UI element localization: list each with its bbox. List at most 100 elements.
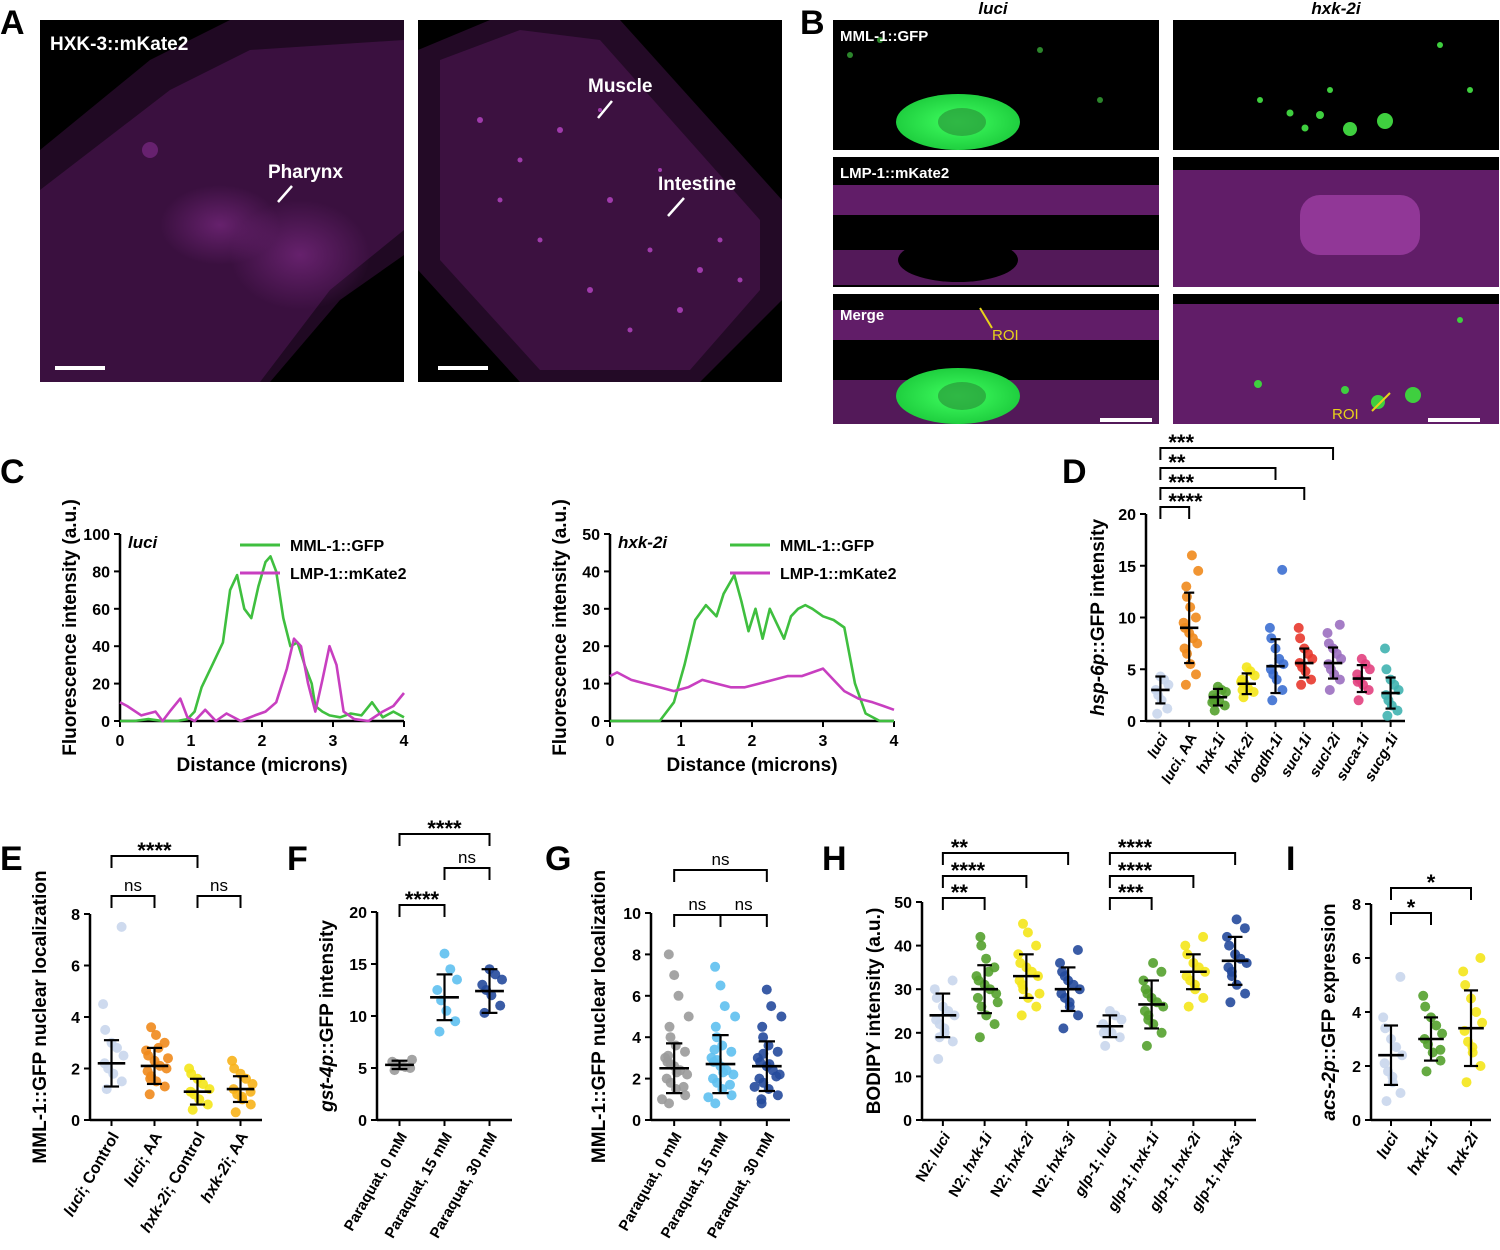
- category-label-rnai: hxk-3i: [1210, 1129, 1247, 1176]
- data-point: [202, 1099, 213, 1110]
- category-label-italic: luci: [1374, 1129, 1403, 1162]
- data-point: [1395, 1088, 1406, 1098]
- significance-label: ns: [688, 895, 706, 914]
- x-tick-label: 4: [400, 733, 409, 750]
- roi-label-hxk2i: ROI: [1332, 406, 1359, 423]
- data-point: [710, 961, 721, 972]
- data-point: [992, 997, 1003, 1008]
- data-point: [445, 964, 456, 975]
- y-axis-label-rest: ::GFP intensity: [1088, 519, 1109, 654]
- data-point: [669, 970, 680, 981]
- data-point: [983, 966, 994, 977]
- panel-b-lmp-hxk2i: [1173, 157, 1499, 287]
- intestine-annotation: Intestine: [658, 174, 736, 195]
- data-point: [1418, 990, 1429, 1001]
- legend-label: LMP-1::mKate2: [290, 566, 407, 583]
- data-point: [450, 1016, 461, 1027]
- y-tick-label: 0: [591, 714, 600, 731]
- y-tick-label: 10: [582, 677, 600, 694]
- y-axis-label: BODIPY intensity (a.u.): [864, 908, 885, 1115]
- pharynx-annotation: Pharynx: [268, 162, 343, 183]
- x-tick-label: 3: [819, 733, 828, 750]
- y-tick-label: 10: [894, 1069, 912, 1086]
- data-point: [1467, 1042, 1478, 1053]
- significance-bracket: [398, 833, 491, 846]
- muscle-arrow: [597, 100, 613, 119]
- data-point: [1152, 708, 1163, 719]
- y-tick-label: 15: [1118, 559, 1136, 576]
- category-label-rnai: hxk-1i: [1127, 1129, 1164, 1176]
- data-point: [1193, 565, 1204, 576]
- significance-label: ****: [1168, 489, 1203, 514]
- y-tick-label: 50: [894, 895, 912, 912]
- data-point: [1322, 628, 1333, 638]
- y-tick-label: 20: [582, 639, 600, 656]
- data-point: [1017, 979, 1028, 990]
- panel-letter-c: C: [0, 453, 25, 491]
- significance-bracket: [1390, 912, 1432, 925]
- significance-label: **: [1168, 450, 1186, 475]
- data-point: [730, 1011, 741, 1022]
- significance-label: ****: [1118, 858, 1153, 883]
- category-label-italic: hxk-1i: [1405, 1129, 1443, 1178]
- data-point: [1239, 923, 1250, 934]
- data-point: [237, 1091, 247, 1102]
- y-tick-label: 6: [71, 959, 80, 976]
- data-point: [673, 990, 684, 1001]
- data-point: [1274, 653, 1285, 664]
- panel-b-row-label-merge: Merge: [840, 307, 884, 324]
- y-axis-label-rest: ::GFP intensity: [317, 920, 338, 1055]
- data-point: [100, 1024, 111, 1035]
- y-tick-label: 0: [1352, 1113, 1361, 1130]
- data-point: [1186, 550, 1197, 561]
- significance-bracket: [1159, 447, 1335, 460]
- data-point: [975, 931, 986, 942]
- significance-bracket: [941, 852, 1070, 865]
- data-point: [754, 1073, 765, 1084]
- data-point: [680, 1046, 690, 1057]
- y-axis-label: Fluorescence intensity (a.u.): [60, 499, 81, 756]
- x-tick-label: 2: [748, 733, 757, 750]
- data-point: [1225, 997, 1236, 1008]
- category-label-italic: luci: [1144, 730, 1172, 762]
- y-tick-label: 20: [92, 677, 110, 694]
- data-point: [1181, 971, 1192, 982]
- y-tick-label: 0: [71, 1113, 80, 1130]
- data-point: [1240, 988, 1251, 999]
- y-tick-label: 10: [349, 1009, 367, 1026]
- data-point: [1352, 669, 1363, 680]
- y-tick-label: 15: [349, 957, 367, 974]
- data-point: [758, 1032, 769, 1043]
- y-tick-label: 8: [1352, 897, 1361, 914]
- panel-letter-f: F: [287, 840, 308, 878]
- data-point: [452, 974, 462, 985]
- data-point: [1098, 1027, 1109, 1038]
- data-point: [116, 1076, 127, 1087]
- data-point: [1236, 676, 1247, 687]
- data-point: [1015, 958, 1026, 968]
- data-point: [771, 1071, 782, 1082]
- data-point: [772, 1046, 783, 1057]
- significance-label: ns: [124, 876, 142, 895]
- intestine-arrow: [667, 197, 685, 217]
- y-tick-label: 20: [349, 905, 367, 922]
- condition-label: luci: [128, 533, 159, 552]
- data-point: [761, 984, 772, 995]
- data-point: [1277, 564, 1288, 575]
- data-point: [1018, 918, 1028, 929]
- y-axis-label: MML-1::GFP nuclear localization: [30, 870, 51, 1163]
- data-point: [1231, 914, 1242, 925]
- data-point: [1142, 988, 1153, 999]
- significance-bracket: [673, 869, 768, 882]
- roi-label-luci: ROI: [992, 327, 1019, 344]
- category-label-rnai: hxk-1i: [960, 1129, 997, 1176]
- category-label-rnai: hxk-3i: [1043, 1129, 1080, 1176]
- data-point: [1293, 622, 1304, 633]
- data-point: [683, 1011, 694, 1022]
- data-point: [163, 1053, 173, 1064]
- y-tick-label: 2: [632, 1072, 641, 1089]
